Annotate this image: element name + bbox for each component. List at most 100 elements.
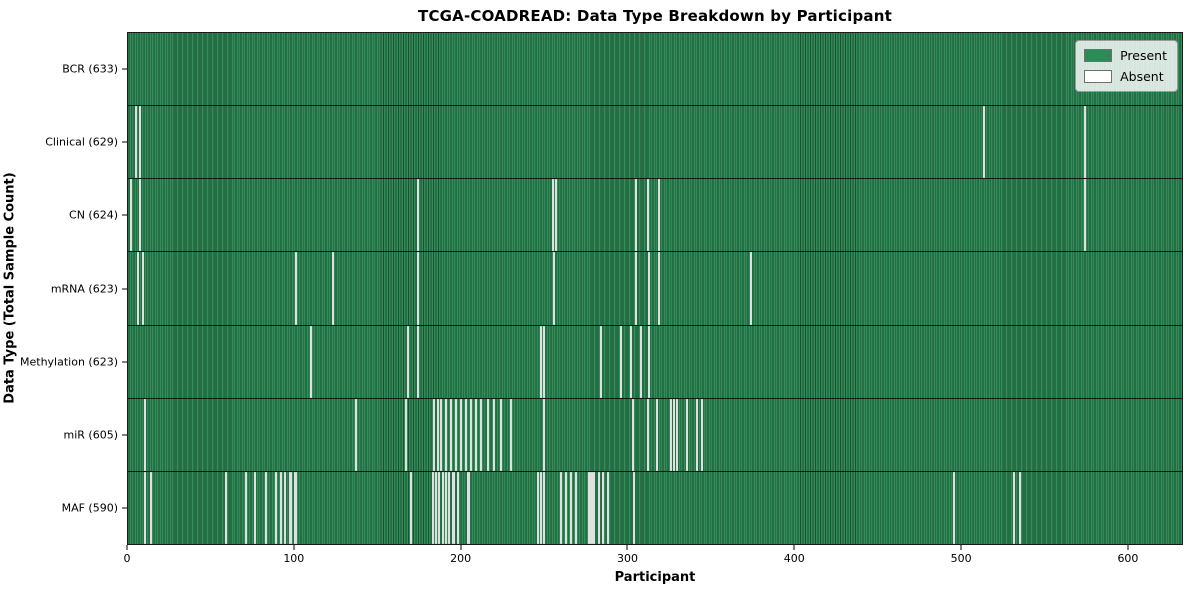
absent-stripe: [543, 471, 546, 544]
absent-stripe: [460, 398, 463, 471]
y-tick-mark: [122, 434, 127, 436]
x-tick-mark: [1127, 545, 1129, 550]
absent-stripe: [143, 398, 146, 471]
absent-stripe: [639, 325, 642, 398]
absent-stripe: [593, 471, 596, 544]
absent-stripe: [280, 471, 283, 544]
absent-stripe: [453, 471, 456, 544]
absent-stripe: [331, 252, 334, 325]
plot-area: [127, 32, 1183, 545]
x-tick-label: 300: [616, 552, 638, 565]
x-tick-mark: [960, 545, 962, 550]
absent-stripe: [416, 252, 419, 325]
absent-stripe: [293, 471, 296, 544]
y-tick-mark: [122, 68, 127, 70]
absent-stripe: [310, 325, 313, 398]
present-swatch: [1084, 49, 1113, 62]
absent-stripe: [648, 325, 651, 398]
absent-stripe: [574, 471, 577, 544]
heatmap-row-methylation: [128, 325, 1182, 399]
absent-stripe: [479, 398, 482, 471]
absent-stripe: [589, 471, 592, 544]
absent-stripe: [295, 252, 298, 325]
legend-label-present: Present: [1120, 48, 1167, 63]
absent-stripe: [648, 252, 651, 325]
legend-item-absent: Absent: [1084, 69, 1167, 84]
absent-stripe: [509, 398, 512, 471]
x-tick-mark: [460, 545, 462, 550]
y-tick-label: CN (624): [69, 208, 118, 222]
absent-stripe: [658, 252, 661, 325]
absent-stripe: [143, 471, 146, 544]
absent-stripe: [456, 471, 459, 544]
absent-stripe: [416, 179, 419, 252]
y-axis: BCR (633) Clinical (629) CN (624) mRNA (623…: [0, 32, 127, 545]
absent-stripe: [265, 471, 268, 544]
y-tick-label: Clinical (629): [45, 135, 118, 149]
absent-stripe: [410, 471, 413, 544]
x-tick-label: 500: [950, 552, 972, 565]
absent-stripe: [445, 398, 448, 471]
absent-stripe: [1084, 106, 1087, 179]
absent-stripe: [749, 252, 752, 325]
absent-stripe: [283, 471, 286, 544]
absent-stripe: [138, 106, 141, 179]
absent-stripe: [253, 471, 256, 544]
absent-stripe: [136, 252, 139, 325]
y-tick-mark: [122, 507, 127, 509]
absent-stripe: [355, 398, 358, 471]
absent-stripe: [536, 471, 539, 544]
absent-stripe: [295, 471, 298, 544]
absent-stripe: [646, 179, 649, 252]
absent-stripe: [138, 179, 141, 252]
legend-label-absent: Absent: [1120, 69, 1164, 84]
y-tick-mark: [122, 141, 127, 143]
legend: Present Absent: [1075, 40, 1178, 92]
absent-stripe: [470, 398, 472, 471]
absent-stripe: [445, 471, 448, 544]
absent-stripe: [599, 325, 602, 398]
absent-stripe: [141, 252, 144, 325]
x-axis-label: Participant: [614, 570, 696, 585]
absent-stripe: [493, 398, 496, 471]
heatmap-row-mir: [128, 398, 1182, 472]
absent-stripe: [275, 471, 278, 544]
absent-stripe: [634, 179, 637, 252]
absent-stripe: [1012, 471, 1015, 544]
absent-stripe: [455, 398, 458, 471]
absent-stripe: [686, 398, 689, 471]
absent-stripe: [436, 398, 439, 471]
absent-stripe: [551, 179, 554, 252]
absent-stripe: [564, 471, 567, 544]
y-tick-label: Methylation (623): [20, 355, 118, 369]
absent-stripe: [245, 471, 248, 544]
absent-stripe: [646, 398, 649, 471]
legend-item-present: Present: [1084, 48, 1167, 63]
y-tick-label: BCR (633): [62, 62, 118, 76]
absent-stripe: [633, 471, 636, 544]
heatmap-row-clinical: [128, 106, 1182, 180]
absent-stripe: [559, 471, 562, 544]
absent-stripe: [619, 325, 622, 398]
absent-stripe: [448, 471, 451, 544]
absent-stripe: [543, 325, 546, 398]
absent-stripe: [468, 471, 471, 544]
absent-stripe: [433, 398, 436, 471]
chart-title: TCGA-COADREAD: Data Type Breakdown by Pa…: [418, 7, 892, 25]
x-tick-mark: [793, 545, 795, 550]
heatmap-row-bcr: [128, 33, 1182, 107]
absent-stripe: [553, 252, 556, 325]
absent-stripe: [601, 471, 604, 544]
absent-stripe: [431, 471, 434, 544]
x-tick-mark: [626, 545, 628, 550]
absent-stripe: [658, 179, 661, 252]
absent-stripe: [465, 398, 467, 471]
absent-stripe: [591, 471, 594, 544]
absent-stripe: [696, 398, 699, 471]
absent-swatch: [1084, 70, 1113, 83]
absent-stripe: [588, 471, 591, 544]
absent-stripe: [1084, 179, 1087, 252]
absent-stripe: [701, 398, 704, 471]
absent-stripe: [676, 398, 679, 471]
